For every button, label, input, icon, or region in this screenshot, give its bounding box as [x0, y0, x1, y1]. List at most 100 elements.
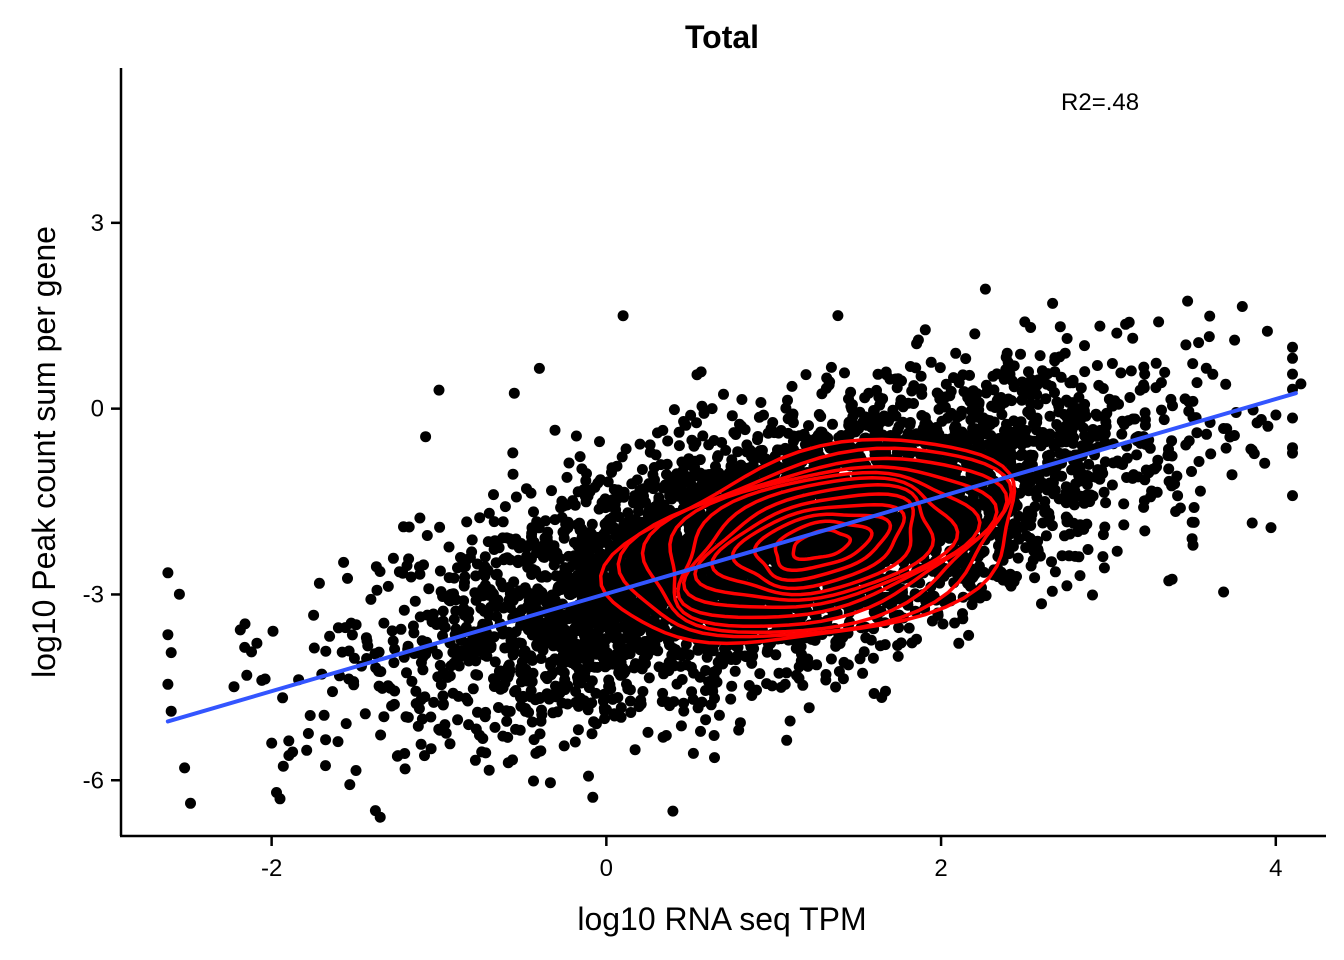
data-point	[1053, 400, 1065, 412]
data-point	[485, 642, 497, 654]
data-point	[542, 626, 554, 638]
data-point	[708, 435, 720, 446]
data-point	[1246, 444, 1258, 456]
data-point	[973, 398, 985, 410]
data-point	[945, 592, 957, 604]
data-point	[1183, 435, 1195, 447]
data-point	[440, 727, 452, 739]
data-point	[726, 410, 738, 422]
data-point	[472, 641, 484, 653]
data-point	[676, 456, 688, 468]
data-point	[696, 483, 708, 494]
data-point	[946, 504, 958, 516]
data-point	[580, 475, 592, 487]
data-point	[638, 483, 650, 495]
data-point	[1035, 477, 1047, 489]
data-point	[668, 696, 680, 708]
data-point	[405, 571, 417, 583]
data-point	[500, 705, 512, 717]
data-point	[1067, 437, 1079, 449]
data-point	[803, 702, 815, 714]
data-point	[739, 424, 751, 436]
data-point	[489, 721, 501, 733]
data-point	[586, 518, 598, 530]
data-point	[513, 542, 525, 554]
data-point	[1287, 352, 1298, 364]
data-point	[915, 370, 927, 382]
data-point	[388, 657, 400, 669]
data-point	[781, 547, 793, 559]
data-point	[966, 599, 978, 611]
data-point	[694, 454, 706, 466]
data-point	[694, 671, 706, 683]
data-point	[432, 617, 444, 629]
data-point	[547, 596, 559, 608]
data-point	[800, 369, 812, 381]
data-point	[685, 477, 696, 489]
data-point	[678, 705, 690, 717]
data-point	[525, 685, 537, 697]
data-point	[1015, 416, 1027, 428]
data-point	[1060, 497, 1072, 509]
data-point	[1024, 532, 1036, 544]
data-point	[963, 629, 975, 641]
data-point	[643, 672, 655, 684]
data-point	[994, 401, 1006, 413]
data-point	[470, 594, 482, 606]
data-point	[389, 643, 401, 655]
data-point	[488, 596, 500, 608]
data-point	[1099, 427, 1111, 439]
data-point	[399, 763, 411, 775]
data-point	[1091, 410, 1103, 422]
data-point	[624, 695, 636, 707]
data-point	[515, 667, 527, 679]
data-point	[1218, 586, 1230, 598]
data-point	[444, 738, 456, 750]
data-point	[865, 634, 877, 646]
data-point	[781, 734, 793, 746]
data-point	[591, 601, 603, 613]
data-point	[346, 629, 358, 641]
data-point	[922, 428, 934, 440]
data-point	[506, 633, 518, 645]
data-point	[428, 696, 440, 708]
data-point	[461, 516, 473, 528]
data-point	[1061, 580, 1073, 592]
data-point	[406, 675, 418, 687]
data-point	[1187, 358, 1199, 370]
data-point	[570, 430, 582, 442]
data-point	[1287, 368, 1298, 380]
data-point	[748, 643, 760, 655]
data-point	[667, 805, 679, 817]
data-point	[332, 622, 344, 634]
data-point	[956, 405, 968, 417]
data-point	[686, 686, 698, 698]
data-point	[348, 652, 360, 664]
data-point	[495, 683, 506, 695]
data-point	[583, 770, 594, 782]
data-point	[1163, 475, 1175, 487]
data-point	[791, 669, 802, 681]
data-point	[643, 506, 655, 518]
data-point	[1074, 570, 1086, 582]
data-point	[510, 491, 522, 503]
data-point	[403, 553, 415, 565]
data-point	[625, 707, 637, 718]
data-point	[1040, 393, 1052, 405]
data-point	[536, 571, 548, 583]
data-point	[712, 451, 723, 463]
data-point	[680, 419, 692, 431]
data-point	[834, 638, 846, 649]
data-point	[251, 637, 263, 649]
data-point	[934, 362, 946, 374]
data-point	[557, 526, 569, 538]
data-point	[578, 558, 590, 570]
data-point	[563, 457, 575, 469]
data-point	[569, 736, 581, 748]
data-point	[1124, 392, 1136, 403]
data-point	[962, 387, 974, 399]
data-point	[903, 622, 915, 634]
data-point	[463, 719, 475, 731]
data-point	[897, 401, 909, 413]
data-point	[586, 728, 598, 740]
